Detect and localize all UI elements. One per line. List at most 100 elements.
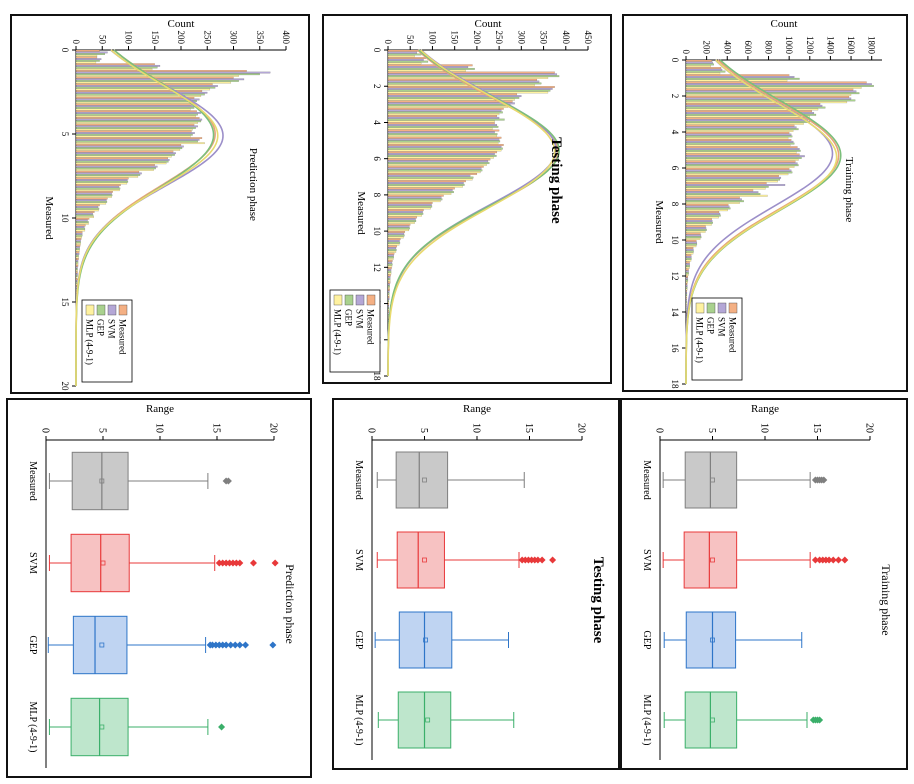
y-tick-label: 250 [202,31,212,45]
hist-bar [387,93,518,96]
hist-bar [387,303,390,306]
hist-bar [387,196,442,199]
hist-bar [387,67,475,70]
x-tick-label: 18 [372,372,382,382]
hist-bar [387,250,397,253]
box-mean [425,717,431,723]
hist-bar [685,230,706,233]
hist-bar [387,116,500,119]
hist-bar [75,130,192,133]
hist-bar [75,160,169,163]
hist-bar [685,133,792,136]
hist-bar [387,267,392,270]
y-tick-label: 200 [472,31,482,45]
fit-curve [75,49,219,386]
hist-bar [685,144,791,147]
hist-bar [387,221,415,224]
y-tick-label: 300 [229,31,239,45]
hist-bar [75,234,83,237]
box-panel-prediction: 0 5 10 15 20 Range Measured SVM GEP MLP (4-9-1) Pr… [6,398,312,778]
hist-bar [387,240,400,242]
chart-title: Prediction phase [283,564,297,644]
hist-bar [75,112,202,114]
hist-bar [685,112,815,114]
hist-bar [685,139,792,141]
hist-bar [387,173,478,175]
legend-swatch [118,304,128,316]
hist-bar [685,149,801,152]
outlier-point [829,556,837,564]
hist-bar [387,167,482,170]
hist-bar [387,211,423,213]
hist-bar [387,201,433,204]
hist-bar [75,172,142,175]
y-tick-label: 10 [471,423,482,433]
box-iqr [395,451,449,509]
y-tick-label: 0 [366,428,377,433]
hist-bar [387,279,391,282]
hist-bar [75,248,80,250]
hist-bar [387,98,515,101]
hist-bar [75,88,211,91]
x-tick-label: MLP (4-9-1) [641,694,652,745]
hist-bar [387,144,504,146]
hist-bar [75,63,155,66]
box-iqr [685,611,737,669]
y-tick-label: 1000 [784,36,794,55]
box-mean [99,478,105,484]
y-axis-label: Count [475,18,502,30]
x-axis-label: Measured [653,200,665,244]
hist-bar [75,231,83,234]
hist-bar [387,127,493,130]
hist-bar [387,263,393,266]
box-mean [423,637,428,643]
hist-bar [75,56,98,59]
hist-bar [387,69,466,72]
hist-bar [387,283,390,286]
legend-label: SVM [717,317,727,337]
hist-bar [75,127,196,129]
hist-bar [387,109,502,112]
hist-bar [387,62,422,65]
hist-bar [387,297,390,300]
hist-bar [685,220,713,222]
fit-curve [685,59,838,385]
x-tick-label: MLP (4-9-1) [353,694,364,745]
box-chart-testing: 0 5 10 15 20 Range Measured SVM GEP MLP (4-9-1) Te… [353,403,606,760]
hist-bar [387,58,424,61]
hist-bar [685,142,795,145]
hist-bar [75,258,79,260]
hist-bar [685,166,795,168]
y-tick-label: 15 [211,423,222,433]
hist-bar [75,152,176,155]
hist-bar [685,238,701,240]
hist-bar [75,167,156,170]
hist-bar [387,113,500,116]
hist-bar [75,251,80,254]
outlier-point [835,556,842,564]
hist-bar [685,189,754,192]
chart-title: Training phase [843,157,855,222]
box-mean [100,560,106,566]
y-axis-label: Range [146,403,174,415]
hist-bar [685,184,786,186]
hist-bar [387,84,535,87]
hist-bar [685,281,688,284]
hist-bar [75,273,78,276]
chart-title: Testing phase [590,557,606,644]
hist-bar [75,259,79,262]
hist-bar [75,180,129,183]
y-tick-label: 400 [561,31,571,45]
hist-bar [387,153,495,155]
y-tick-label: 15 [811,423,822,433]
hist-bar [75,256,79,259]
legend-box [81,299,133,383]
hist-bar [387,100,513,103]
y-tick-label: 200 [702,41,712,55]
x-tick-label: Measured [353,460,364,499]
hist-bar [75,101,193,104]
hist-bar [75,91,208,94]
hist-bar [387,229,410,232]
hist-bar [685,103,821,105]
hist-bar [387,125,499,128]
